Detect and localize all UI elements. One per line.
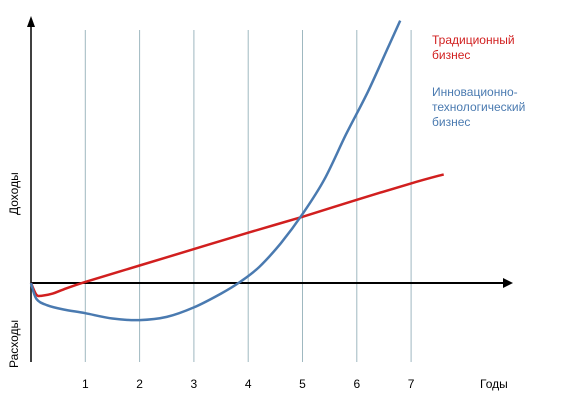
- traditional-business-line: [29, 173, 445, 298]
- y-axis-label-expenses: Расходы: [7, 320, 21, 368]
- series-group: [29, 20, 445, 322]
- x-axis-label: Годы: [480, 377, 508, 391]
- x-tick-label-4: 4: [245, 377, 252, 391]
- x-tick-label-2: 2: [136, 377, 143, 391]
- legend-innovative-business: Инновационно-технологический бизнес: [432, 85, 525, 130]
- x-tick-label-7: 7: [408, 377, 415, 391]
- x-tick-label-5: 5: [299, 377, 306, 391]
- legend-text-line: Традиционный: [432, 33, 515, 47]
- legend-text-line: технологический: [432, 100, 526, 114]
- legend-text-line: бизнес: [432, 115, 471, 129]
- x-axis-arrow-icon: [503, 278, 513, 288]
- legend-text-line: Инновационно-: [432, 85, 518, 99]
- y-axis-arrow-icon: [27, 16, 35, 27]
- axes: [27, 16, 513, 362]
- innovative-business-line: [29, 20, 402, 322]
- y-axis-label-income: Доходы: [7, 172, 21, 215]
- x-tick-labels: 1 2 3 4 5 6 7: [82, 377, 415, 391]
- x-tick-label-6: 6: [353, 377, 360, 391]
- legend-text-line: бизнес: [432, 48, 471, 62]
- legend-traditional-business: Традиционный бизнес: [432, 33, 515, 63]
- x-tick-label-1: 1: [82, 377, 89, 391]
- x-tick-label-3: 3: [191, 377, 198, 391]
- vertical-gridlines: [84, 30, 412, 362]
